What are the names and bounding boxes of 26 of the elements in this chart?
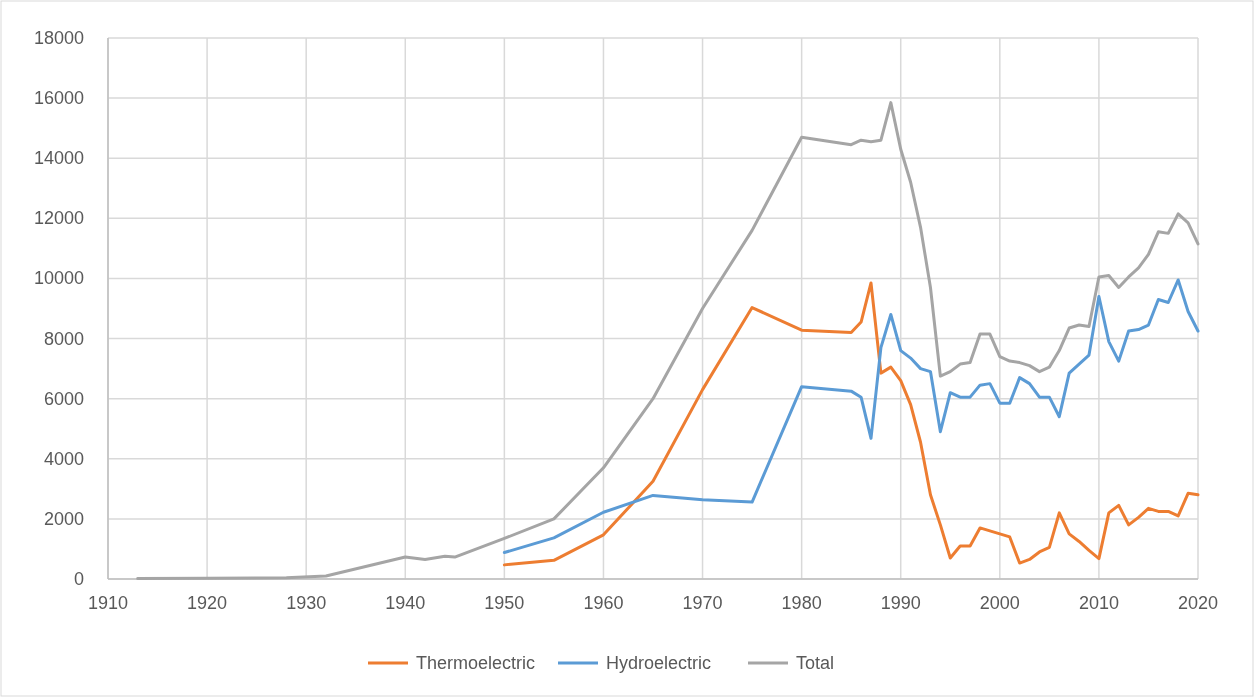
x-tick-label: 1970 — [682, 593, 723, 613]
x-tick-label: 2020 — [1177, 593, 1219, 613]
y-tick-label: 18000 — [33, 28, 84, 48]
x-tick-label: 1960 — [583, 593, 624, 613]
x-tick-label: 1940 — [385, 593, 426, 613]
y-tick-label: 10000 — [33, 268, 84, 289]
line-series — [136, 101, 1200, 580]
x-tick-label: 1980 — [781, 593, 822, 613]
y-tick-label: 0 — [73, 569, 84, 589]
x-tick-label: 1990 — [880, 593, 921, 613]
y-tick-label: 16000 — [33, 88, 84, 109]
legend-label: Total — [796, 653, 835, 673]
y-tick-label: 8000 — [43, 328, 84, 349]
y-tick-label: 12000 — [33, 208, 84, 229]
x-tick-label: 1910 — [87, 593, 129, 613]
legend-label: Thermoelectric — [416, 653, 536, 673]
x-tick-label: 1950 — [484, 593, 525, 613]
legend-label: Hydroelectric — [606, 653, 712, 673]
x-tick-label: 1920 — [187, 593, 228, 613]
y-tick-label: 14000 — [33, 148, 84, 169]
x-tick-label: 2000 — [979, 593, 1020, 613]
y-tick-label: 6000 — [43, 388, 84, 409]
y-tick-label: 2000 — [43, 508, 84, 529]
x-tick-label: 1930 — [286, 593, 327, 613]
x-tick-label: 2010 — [1078, 593, 1119, 613]
y-tick-label: 4000 — [43, 448, 84, 469]
